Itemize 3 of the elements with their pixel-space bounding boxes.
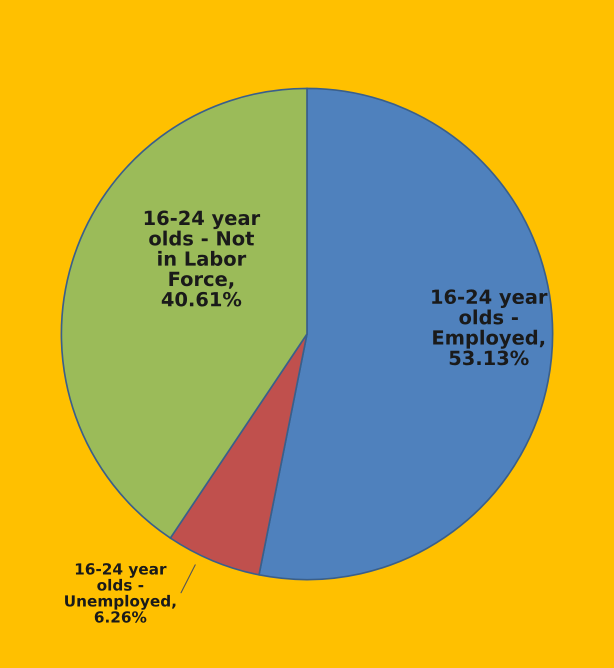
slice-label: 16-24 year olds - Not in Labor Force, 40.61% [144, 210, 260, 307]
slice-label: 16-24 year olds - Unemployed, 6.26% [65, 563, 176, 623]
slice-label: 16-24 year olds - Employed, 53.13% [432, 289, 548, 366]
